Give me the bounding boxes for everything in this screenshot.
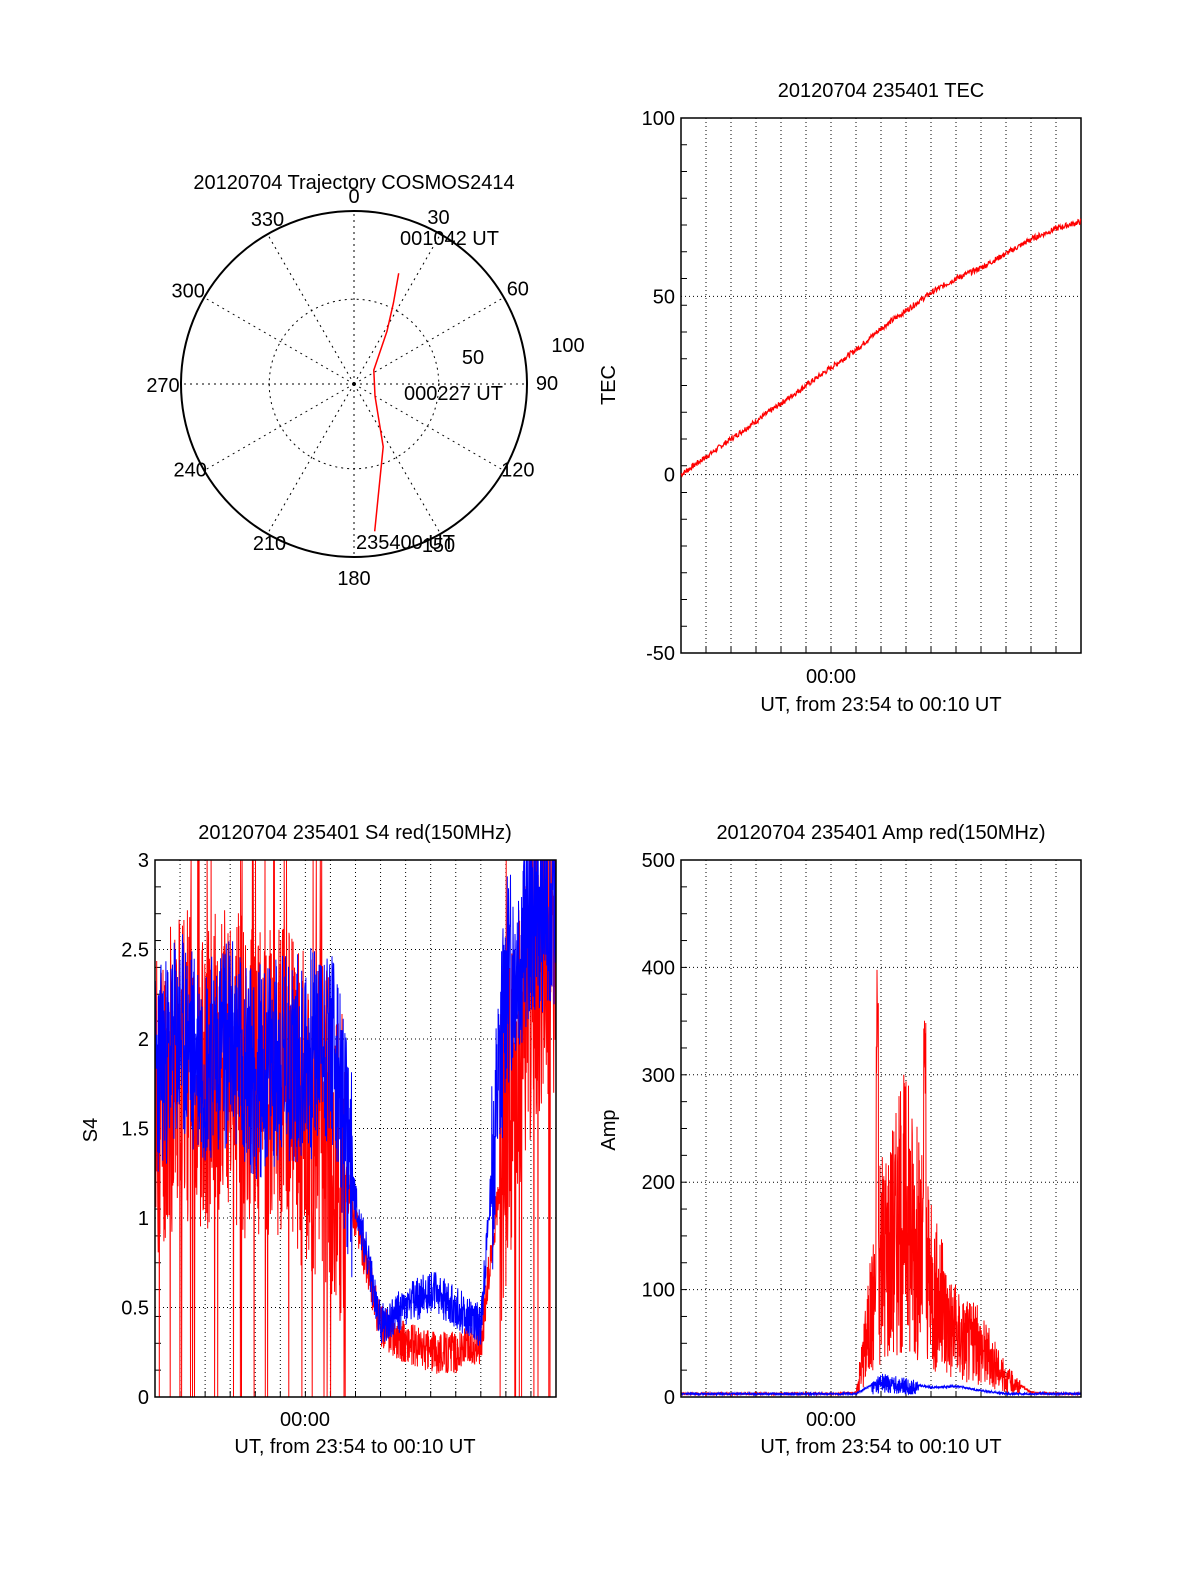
y-tick-label: 3 — [138, 850, 149, 872]
y-tick-label: 100 — [642, 108, 675, 130]
polar-azimuth-label: 270 — [146, 375, 179, 397]
amp-blue-series — [680, 1373, 1082, 1397]
y-tick-label: 2.5 — [121, 940, 149, 962]
polar-grid — [181, 211, 527, 557]
polar-grid-spoke — [203, 383, 355, 471]
polar-azimuth-label: 240 — [173, 460, 206, 482]
polar-azimuth-label: 120 — [501, 460, 534, 482]
annotation-start-time: 235400 UT — [356, 532, 455, 554]
y-tick-label: 0 — [664, 1387, 675, 1409]
s4-title: 20120704 235401 S4 red(150MHz) — [198, 822, 512, 844]
polar-azimuth-label: 0 — [348, 186, 359, 208]
y-tick-label: 0 — [664, 465, 675, 487]
amp-x-axis-label: UT, from 23:54 to 00:10 UT — [760, 1436, 1001, 1458]
s4-panel: 20120704 235401 S4 red(150MHz) 0 0.5 1 1.5 2… — [80, 822, 557, 1458]
polar-azimuth-labels: 0 30 60 90 120 150 180 210 240 270 300 330 — [146, 186, 558, 590]
polar-grid-spoke — [353, 233, 441, 385]
polar-grid-spoke — [353, 383, 505, 471]
polar-azimuth-label: 330 — [251, 209, 284, 231]
amp-y-axis-label: Amp — [598, 1109, 620, 1150]
annotation-end-time: 001042 UT — [400, 228, 499, 250]
y-tick-label: 1 — [138, 1208, 149, 1230]
tec-x-tick-label: 00:00 — [806, 666, 856, 688]
tec-title: 20120704 235401 TEC — [778, 80, 984, 102]
polar-azimuth-label: 300 — [171, 281, 204, 303]
y-tick-label: 0 — [138, 1387, 149, 1409]
trajectory-line — [373, 273, 400, 532]
polar-azimuth-label: 30 — [427, 207, 449, 229]
amp-blue-line — [680, 1373, 1082, 1397]
tec-grid — [681, 118, 1081, 653]
s4-x-axis-label: UT, from 23:54 to 00:10 UT — [234, 1436, 475, 1458]
y-tick-label: 400 — [642, 957, 675, 979]
polar-grid-spoke — [267, 383, 355, 535]
tec-panel: 20120704 235401 TEC -50 0 50 100 00:00 UT, … — [598, 80, 1082, 716]
s4-x-tick-label: 00:00 — [280, 1409, 330, 1431]
s4-blue-line — [154, 859, 557, 1347]
polar-azimuth-label: 150 — [422, 535, 455, 557]
polar-grid-spoke — [353, 297, 505, 385]
polar-azimuth-label: 60 — [507, 279, 529, 301]
s4-blue-series — [154, 859, 557, 1347]
polar-outer-circle — [180, 210, 528, 558]
amp-frame — [680, 859, 1082, 1398]
polar-azimuth-label: 210 — [253, 533, 286, 555]
polar-grid-spoke — [203, 297, 355, 385]
polar-title: 20120704 Trajectory COSMOS2414 — [193, 172, 514, 194]
amp-title: 20120704 235401 Amp red(150MHz) — [716, 822, 1045, 844]
y-tick-label: 500 — [642, 850, 675, 872]
s4-frame — [154, 859, 557, 1398]
y-tick-label: -50 — [646, 643, 675, 665]
polar-panel: 20120704 Trajectory COSMOS2414 0 30 60 90 12… — [146, 172, 584, 590]
polar-azimuth-label: 180 — [337, 568, 370, 590]
y-tick-label: 1.5 — [121, 1119, 149, 1141]
polar-radial-label-100: 100 — [551, 335, 584, 357]
tec-series-line — [680, 218, 1082, 478]
polar-azimuth-label: 90 — [536, 373, 558, 395]
tec-x-axis-label: UT, from 23:54 to 00:10 UT — [760, 694, 1001, 716]
y-tick-label: 200 — [642, 1172, 675, 1194]
amp-panel: 20120704 235401 Amp red(150MHz) 0 100 200 3… — [598, 822, 1082, 1458]
s4-y-tick-labels: 0 0.5 1 1.5 2 2.5 3 — [121, 850, 149, 1409]
tec-frame — [680, 117, 1082, 654]
tec-y-tick-labels: -50 0 50 100 — [642, 108, 675, 665]
y-tick-label: 2 — [138, 1029, 149, 1051]
y-tick-label: 100 — [642, 1280, 675, 1302]
y-tick-label: 0.5 — [121, 1298, 149, 1320]
y-tick-label: 300 — [642, 1065, 675, 1087]
polar-radial-label-50: 50 — [462, 347, 484, 369]
amp-x-tick-label: 00:00 — [806, 1409, 856, 1431]
y-tick-label: 50 — [653, 286, 675, 308]
polar-grid-spoke — [267, 233, 355, 385]
s4-y-axis-label: S4 — [80, 1118, 102, 1142]
polar-grid-spoke — [353, 383, 441, 535]
annotation-mid-time: 000227 UT — [404, 383, 503, 405]
amp-y-tick-labels: 0 100 200 300 400 500 — [642, 850, 675, 1409]
tec-y-axis-label: TEC — [598, 365, 620, 405]
